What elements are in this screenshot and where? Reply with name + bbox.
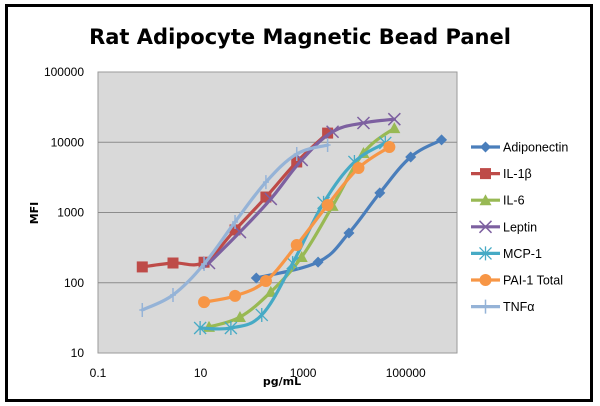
legend-marker: [480, 141, 491, 153]
legend-marker: [480, 168, 491, 180]
data-point: [436, 134, 448, 146]
data-point: [193, 320, 207, 335]
data-point: [170, 287, 176, 302]
gridlines: [98, 141, 457, 284]
series-pai-1-total: [198, 140, 396, 309]
series-tnf: [139, 138, 331, 317]
y-tick-label: 10: [71, 346, 85, 360]
data-point: [229, 224, 241, 236]
legend-label: IL-6: [503, 194, 525, 208]
data-point: [352, 161, 365, 174]
data-point: [233, 311, 246, 323]
legend-item: IL-6: [471, 194, 525, 208]
legend-label: IL-1β: [503, 167, 532, 181]
data-point: [387, 112, 401, 126]
x-tick-label: 10: [194, 366, 208, 380]
data-point: [229, 289, 242, 302]
data-point: [356, 116, 370, 130]
data-point: [198, 296, 211, 309]
legend-label: TNFα: [503, 300, 535, 314]
y-tick-label: 100: [64, 276, 84, 290]
legend-marker: [479, 246, 492, 261]
data-point: [295, 153, 309, 167]
legend-item: MCP-1: [471, 246, 542, 261]
legend-item: PAI-1 Total: [471, 274, 563, 288]
data-point: [259, 274, 272, 287]
legend-marker: [479, 274, 492, 286]
data-point: [264, 285, 277, 297]
series-adiponectin: [250, 134, 448, 284]
legend-marker: [478, 220, 493, 234]
data-point: [202, 256, 216, 270]
y-axis-ticks: 10 100 1000 10000 100000: [44, 65, 84, 360]
data-point: [232, 214, 239, 229]
data-point: [262, 175, 269, 190]
data-point: [224, 320, 238, 335]
data-point: [260, 191, 272, 203]
data-point: [343, 227, 355, 239]
y-tick-label: 100000: [44, 65, 84, 79]
data-point: [321, 198, 334, 211]
legend-item: TNFα: [471, 299, 535, 314]
data-point: [167, 257, 179, 269]
x-axis-label: pg/mL: [263, 375, 301, 388]
legend-label: Adiponectin: [503, 141, 568, 155]
data-point: [233, 225, 247, 239]
legend: Adiponectin IL-1β IL-6 Leptin MCP-1 PAI-1 Tot…: [471, 141, 568, 314]
data-point: [312, 256, 324, 268]
y-tick-label: 1000: [57, 206, 84, 220]
legend-item: Leptin: [471, 220, 537, 234]
x-tick-label: 100000: [386, 366, 426, 380]
x-tick-label: 1000: [290, 366, 317, 380]
x-axis-ticks: 0.1 10 1000 100000: [90, 366, 426, 380]
series-group: [136, 112, 448, 335]
legend-label: MCP-1: [503, 247, 542, 261]
legend-item: IL-1β: [471, 167, 532, 181]
legend-marker: [482, 299, 489, 314]
data-point: [405, 151, 417, 163]
data-point: [286, 256, 300, 271]
data-point: [293, 147, 300, 162]
data-point: [136, 261, 148, 273]
data-point: [264, 192, 278, 206]
series-leptin: [202, 112, 401, 270]
data-point: [291, 156, 303, 168]
y-tick-label: 10000: [51, 135, 85, 149]
data-point: [383, 140, 396, 153]
data-point: [255, 307, 269, 322]
data-point: [250, 272, 262, 284]
data-point: [139, 302, 146, 317]
data-point: [295, 250, 308, 262]
legend-item: Adiponectin: [471, 141, 568, 155]
legend-label: Leptin: [503, 220, 537, 234]
data-point: [290, 239, 303, 252]
x-tick-label: 0.1: [90, 366, 107, 380]
data-point: [388, 122, 401, 134]
chart-title: Rat Adipocyte Magnetic Bead Panel: [89, 25, 511, 49]
data-point: [201, 256, 208, 271]
data-point: [326, 125, 340, 139]
y-axis-label: MFI: [28, 202, 41, 225]
data-point: [374, 187, 386, 199]
legend-label: PAI-1 Total: [503, 274, 563, 288]
data-point: [324, 138, 331, 153]
legend-marker: [479, 194, 492, 206]
